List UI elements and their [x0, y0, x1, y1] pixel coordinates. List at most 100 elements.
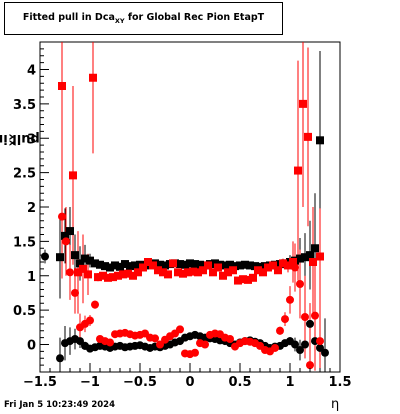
data-point-square [181, 260, 189, 269]
data-point-square [259, 268, 267, 277]
data-point-square [241, 260, 249, 269]
data-point-square [316, 252, 324, 261]
data-point-square [81, 254, 89, 263]
data-point-square [196, 260, 204, 269]
data-point-circle [291, 340, 299, 349]
data-point-square [246, 261, 254, 270]
data-point-square [84, 270, 92, 279]
y-tick-label: 2.5 [13, 167, 36, 182]
data-point-circle [311, 311, 319, 320]
data-point-square [229, 266, 237, 275]
data-point-square [184, 268, 192, 277]
data-point-square [99, 271, 107, 280]
data-point-square [156, 260, 164, 269]
data-point-square [159, 268, 167, 277]
chart-title-box: Fitted pull in DcaXY for Global Rec Pion… [4, 2, 283, 35]
data-point-square [116, 262, 124, 271]
data-point-circle [316, 337, 324, 346]
data-point-circle [226, 335, 234, 343]
data-point-square [131, 261, 139, 270]
data-point-circle [306, 319, 314, 328]
data-point-circle [106, 338, 114, 347]
data-point-square [289, 258, 297, 266]
data-point-square [264, 263, 272, 272]
data-point-circle [191, 348, 199, 357]
data-point-square [79, 264, 87, 273]
data-point-square [179, 269, 187, 278]
data-point-circle [91, 300, 99, 309]
data-point-square [304, 132, 312, 141]
y-tick-label: 4 [27, 64, 36, 79]
data-point-square [199, 266, 207, 275]
data-point-square [279, 259, 287, 268]
x-tick-label: −0.5 [123, 375, 157, 390]
data-point-square [96, 260, 104, 269]
data-point-square [114, 271, 122, 280]
data-point-circle [316, 343, 324, 352]
data-point-square [111, 261, 119, 270]
data-point-square [76, 259, 84, 268]
data-point-square [149, 261, 157, 270]
data-point-square [69, 171, 77, 180]
data-point-square [89, 73, 97, 82]
data-point-square [189, 267, 197, 276]
data-point-circle [296, 346, 304, 354]
y-tick-label: 0 [27, 339, 36, 354]
data-point-square [71, 251, 79, 260]
data-point-square [124, 269, 132, 278]
data-point-square [186, 259, 194, 268]
x-tick-label: −1.5 [23, 375, 57, 390]
data-point-circle [201, 340, 209, 349]
data-point-circle [56, 354, 64, 363]
data-point-square [234, 276, 242, 285]
data-point-circle [321, 348, 329, 357]
data-point-square [126, 262, 134, 271]
data-point-square [106, 263, 114, 272]
data-point-square [109, 273, 117, 282]
data-point-circle [76, 337, 84, 346]
data-point-square [129, 271, 137, 280]
data-point-square [251, 262, 259, 271]
data-point-circle [86, 316, 94, 325]
data-point-circle [291, 263, 299, 272]
data-point-square [61, 231, 69, 240]
x-tick-label: 1.5 [328, 375, 351, 390]
data-point-circle [296, 280, 304, 288]
data-point-circle [281, 315, 289, 324]
data-point-square [284, 261, 292, 270]
data-point-square [214, 263, 222, 272]
data-point-square [144, 258, 152, 266]
y-tick-label: 0.5 [13, 304, 36, 319]
data-point-square [139, 263, 147, 272]
data-point-square [209, 268, 217, 277]
data-point-circle [301, 313, 309, 321]
data-point-square [309, 258, 317, 266]
data-point-circle [58, 212, 66, 221]
y-tick-label: 1 [27, 270, 36, 285]
data-point-square [204, 261, 212, 270]
data-point-square [231, 262, 239, 271]
data-point-circle [301, 340, 309, 349]
data-point-square [66, 227, 74, 236]
data-markers [41, 73, 329, 370]
data-point-square [74, 268, 82, 277]
data-point-square [226, 260, 234, 269]
data-point-square [244, 275, 252, 284]
x-tick-label: 1 [285, 375, 294, 390]
x-tick-label: 0.5 [228, 375, 251, 390]
data-point-square [119, 270, 127, 279]
data-point-square [91, 259, 99, 268]
data-point-square [306, 251, 314, 260]
data-point-square [301, 253, 309, 262]
data-point-circle [176, 325, 184, 334]
data-point-square [239, 275, 247, 284]
data-point-square [211, 259, 219, 268]
data-point-square [164, 270, 172, 279]
data-point-square [221, 261, 229, 270]
data-point-square [224, 268, 232, 277]
data-point-square [161, 261, 169, 270]
data-point-square [101, 262, 109, 271]
data-point-square [194, 268, 202, 277]
data-point-circle [156, 340, 164, 349]
